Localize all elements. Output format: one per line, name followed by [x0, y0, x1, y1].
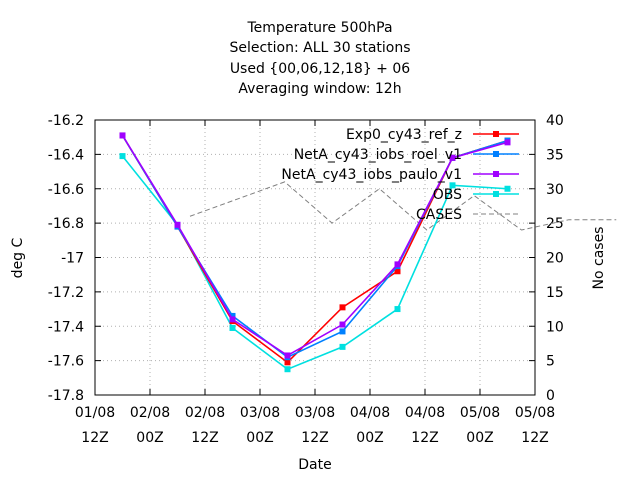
y2-tick-label: 35 — [546, 147, 564, 163]
series-point — [229, 312, 236, 319]
legend-label: NetA_cy43_iobs_roel_v1 — [294, 147, 462, 163]
x-tick-label-hour: 12Z — [81, 430, 108, 446]
y2-tick-label: 30 — [546, 182, 564, 198]
title-line-3: Used {00,06,12,18} + 06 — [229, 61, 411, 77]
x-tick-label-hour: 00Z — [466, 430, 493, 446]
series-point — [284, 366, 291, 373]
series-layer — [119, 132, 617, 373]
x-tick-label-hour: 12Z — [191, 430, 218, 446]
series-point — [119, 153, 126, 160]
y-tick-label: -16.6 — [48, 182, 84, 198]
series-point — [504, 185, 511, 192]
y2-tick-label: 15 — [546, 285, 564, 301]
title-line-2: Selection: ALL 30 stations — [229, 40, 411, 56]
y2-axis-label: No cases — [591, 227, 607, 290]
x-tick-label-date: 01/08 — [75, 405, 115, 421]
series-point — [339, 343, 346, 350]
y2-tick-label: 0 — [546, 388, 555, 404]
y-tick-label: -17.6 — [48, 354, 84, 370]
series-point — [504, 139, 511, 146]
y2-tick-label: 5 — [546, 354, 555, 370]
series-line-cases — [189, 181, 617, 231]
x-tick-label-hour: 12Z — [411, 430, 438, 446]
legend-marker — [493, 131, 499, 137]
x-tick-label-date: 04/08 — [350, 405, 390, 421]
x-tick-label-date: 05/08 — [460, 405, 500, 421]
x-tick-label-hour: 12Z — [301, 430, 328, 446]
x-tick-label-date: 03/08 — [240, 405, 280, 421]
x-tick-label-hour: 12Z — [521, 430, 548, 446]
grid — [95, 120, 535, 395]
y2-tick-label: 25 — [546, 216, 564, 232]
title-line-1: Temperature 500hPa — [247, 20, 393, 36]
x-tick-label-date: 02/08 — [130, 405, 170, 421]
x-tick-label-hour: 00Z — [246, 430, 273, 446]
legend-label: NetA_cy43_iobs_paulo_v1 — [281, 167, 462, 183]
x-tick-label-date: 02/08 — [185, 405, 225, 421]
y-tick-label: -17.2 — [48, 285, 84, 301]
series-point — [174, 221, 181, 228]
legend-label: OBS — [433, 187, 462, 203]
series-point — [449, 154, 456, 161]
series-point — [284, 352, 291, 359]
y-tick-label: -16.4 — [48, 147, 84, 163]
ticks: -16.2 40 -16.4 35 -16.6 30 -16.8 25 -17 20 -17.2 15… — [48, 113, 564, 446]
legend-label: Exp0_cy43_ref_z — [346, 127, 462, 143]
series-point — [394, 268, 401, 275]
x-tick-label-hour: 00Z — [356, 430, 383, 446]
legend-marker — [493, 191, 499, 197]
legend: Exp0_cy43_ref_z NetA_cy43_iobs_roel_v1 Net… — [281, 127, 519, 223]
y-tick-label: -16.2 — [48, 113, 84, 129]
series-point — [119, 132, 126, 139]
y-tick-label: -17 — [61, 251, 84, 267]
series-point — [394, 306, 401, 313]
y2-tick-label: 20 — [546, 251, 564, 267]
series-point — [284, 359, 291, 366]
legend-marker — [493, 151, 499, 157]
y2-tick-label: 40 — [546, 113, 564, 129]
x-axis-label: Date — [298, 457, 331, 473]
series-point — [394, 261, 401, 268]
y-axis-label: deg C — [10, 237, 26, 278]
legend-marker — [493, 171, 499, 177]
y-tick-label: -17.4 — [48, 319, 84, 335]
x-tick-label-date: 04/08 — [405, 405, 445, 421]
x-tick-label-hour: 00Z — [136, 430, 163, 446]
y2-tick-label: 10 — [546, 319, 564, 335]
series-line — [121, 135, 508, 357]
y-tick-label: -16.8 — [48, 216, 84, 232]
series-point — [339, 304, 346, 311]
series-point — [339, 321, 346, 328]
title-line-4: Averaging window: 12h — [238, 81, 402, 97]
series-point — [229, 316, 236, 323]
series-point — [339, 328, 346, 335]
series-point — [449, 182, 456, 189]
legend-label: CASES — [416, 207, 462, 223]
series-point — [229, 324, 236, 331]
y-tick-label: -17.8 — [48, 388, 84, 404]
x-tick-label-date: 05/08 — [515, 405, 555, 421]
x-tick-label-date: 03/08 — [295, 405, 335, 421]
